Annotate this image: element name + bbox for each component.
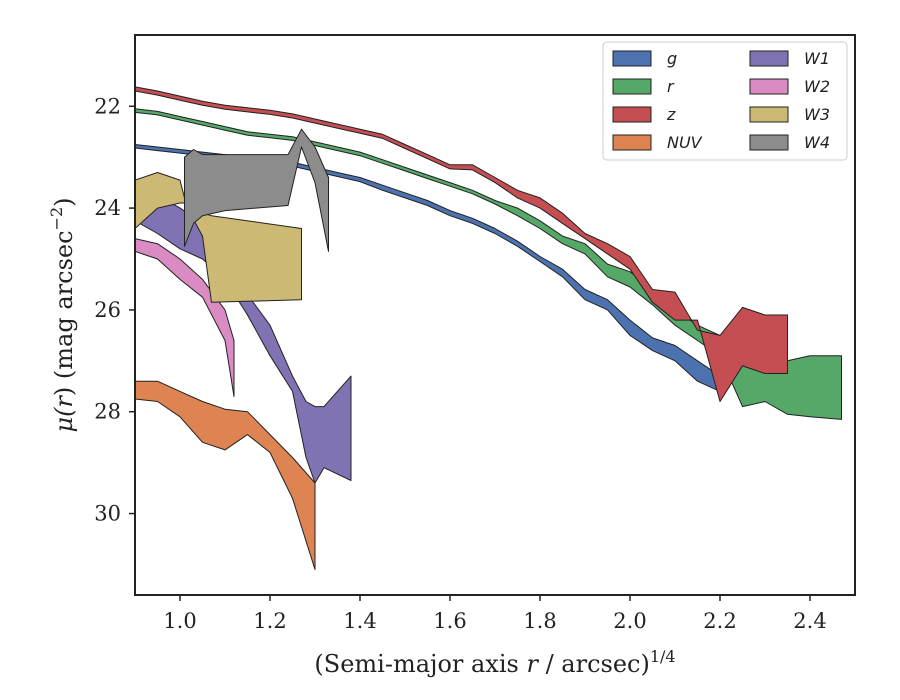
legend-swatch-w3 (749, 106, 789, 123)
x-tick-label: 2.2 (703, 609, 736, 633)
legend-swatch-g (612, 50, 652, 67)
legend-label-g: g (667, 49, 677, 68)
legend-swatch-z (612, 106, 652, 123)
x-tick-label: 1.6 (433, 609, 466, 633)
x-tick-label: 2.4 (793, 609, 826, 633)
plot-frame (134, 34, 856, 596)
y-tick-label: 24 (94, 196, 121, 220)
legend-label-w1: W1 (804, 49, 830, 68)
legend-label-nuv: NUV (667, 133, 703, 152)
legend-label-z: z (666, 105, 676, 124)
y-axis-label: μ(r) (mag arcsec−2) (47, 197, 78, 432)
y-axis: 22 24 26 28 30 (94, 94, 135, 526)
legend-label-w2: W2 (804, 77, 830, 96)
x-tick-label: 1.2 (253, 609, 286, 633)
legend-swatch-w1 (749, 50, 789, 67)
x-tick-label: 1.8 (523, 609, 556, 633)
legend-box (602, 41, 848, 161)
legend-label-w3: W3 (804, 105, 830, 124)
x-tick-label: 2.0 (613, 609, 646, 633)
x-tick-label: 1.0 (163, 609, 196, 633)
legend-swatch-w4 (749, 134, 789, 151)
y-tick-label: 26 (94, 298, 121, 322)
x-axis: 1.0 1.2 1.4 1.6 1.8 2.0 2.2 2.4 (163, 595, 827, 633)
y-tick-label: 28 (94, 400, 121, 424)
band-nuv (135, 380, 316, 570)
band-r (135, 108, 842, 420)
legend-swatch-nuv (612, 134, 652, 151)
legend: grz NUV W1 W2 W3 W4 (602, 41, 848, 161)
x-tick-label: 1.4 (343, 609, 376, 633)
band-z (135, 86, 788, 402)
x-axis-label: (Semi-major axis r / arcsec)1/4 (314, 647, 675, 678)
y-tick-label: 30 (94, 502, 121, 526)
legend-label-r: r (667, 77, 675, 96)
bands-layer (135, 86, 842, 570)
legend-swatch-w2 (749, 78, 789, 95)
legend-label-w4: W4 (804, 133, 830, 152)
y-tick-label: 22 (94, 94, 121, 118)
band-w4 (184, 128, 329, 252)
band-w2 (135, 238, 235, 397)
band-w3 (135, 172, 302, 303)
legend-swatch-r (612, 78, 652, 95)
